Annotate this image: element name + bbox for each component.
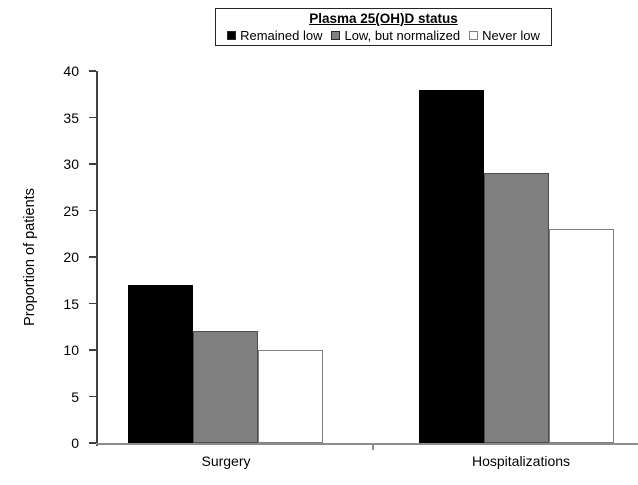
legend-item-label: Remained low: [240, 28, 323, 43]
y-tick: [89, 302, 96, 305]
y-tick-label: 20: [63, 249, 79, 265]
x-axis-line: [96, 443, 638, 445]
y-tick-label: 30: [63, 156, 79, 172]
bar-surgery-3: [258, 350, 323, 443]
y-tick: [89, 395, 96, 398]
y-tick: [89, 163, 96, 165]
y-tick: [89, 256, 96, 258]
bar-surgery-1: [128, 284, 193, 443]
y-tick: [89, 116, 96, 119]
y-tick-label: 15: [63, 295, 79, 312]
y-tick-label: 10: [63, 342, 79, 358]
y-tick-label: 5: [71, 388, 79, 405]
y-axis-title: Proportion of patients: [22, 188, 38, 326]
bar-surgery-2: [193, 331, 258, 443]
legend-item: Never low: [469, 27, 540, 44]
y-tick: [89, 349, 96, 351]
y-tick: [89, 209, 96, 212]
y-tick: [89, 442, 96, 444]
y-tick-label: 25: [63, 202, 79, 219]
y-tick-label: 35: [63, 109, 79, 126]
legend-item-label: Low, but normalized: [344, 28, 461, 43]
bar-hospitalizations-2: [484, 173, 549, 443]
legend-item: Remained low: [227, 27, 322, 44]
category-label: Surgery: [201, 453, 251, 469]
legend-swatch-icon: [469, 31, 479, 40]
bar-hospitalizations-1: [419, 89, 484, 443]
category-label: Hospitalizations: [471, 453, 571, 469]
legend-item: Low, but normalized: [331, 27, 460, 44]
legend-swatch-icon: [331, 31, 341, 40]
y-axis-line: [96, 71, 98, 446]
legend-swatch-icon: [227, 31, 237, 40]
legend-item-label: Never low: [482, 28, 540, 43]
category-tick: [372, 444, 374, 450]
legend-title: Plasma 25(OH)D status: [309, 11, 458, 26]
y-tick-label: 0: [71, 435, 79, 451]
chart-legend: Plasma 25(OH)D status Remained low Low, b…: [215, 8, 552, 46]
legend-items: Remained low Low, but normalized Never low: [227, 27, 540, 44]
bar-hospitalizations-3: [549, 229, 614, 443]
y-tick: [89, 70, 96, 72]
y-tick-label: 40: [63, 63, 79, 79]
